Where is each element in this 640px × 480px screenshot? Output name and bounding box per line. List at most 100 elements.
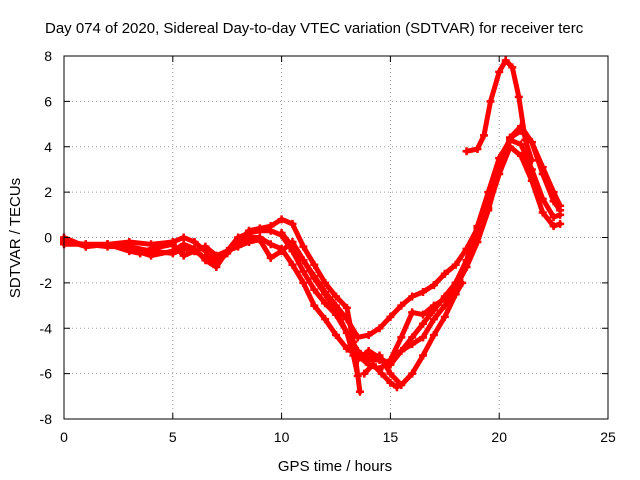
data-point — [419, 333, 428, 342]
data-point — [223, 247, 232, 256]
data-point — [429, 331, 438, 340]
data-point — [355, 387, 364, 396]
data-point — [310, 301, 319, 310]
data-point — [168, 247, 177, 256]
data-point — [556, 219, 565, 228]
data-point — [419, 351, 428, 360]
data-point — [506, 133, 515, 142]
data-point — [266, 222, 275, 231]
data-point — [429, 306, 438, 315]
data-point — [479, 131, 488, 140]
data-point — [212, 251, 221, 260]
data-point — [321, 287, 330, 296]
data-point — [353, 356, 362, 365]
chart-title: Day 074 of 2020, Sidereal Day-to-day VTE… — [45, 20, 584, 37]
data-point — [179, 233, 188, 242]
data-point — [125, 238, 134, 247]
y-tick-label: 6 — [44, 93, 52, 109]
data-point — [277, 215, 286, 224]
data-point — [321, 299, 330, 308]
y-tick-label: -8 — [40, 411, 53, 427]
data-point — [538, 163, 547, 172]
data-point — [310, 285, 319, 294]
x-tick-label: 0 — [60, 429, 68, 445]
series-line-9 — [464, 58, 535, 163]
data-point — [244, 238, 253, 247]
data-point — [255, 224, 264, 233]
data-point — [419, 310, 428, 319]
data-point — [408, 369, 417, 378]
data-point — [516, 140, 525, 149]
data-point — [310, 260, 319, 269]
data-point — [277, 247, 286, 256]
y-tick-label: -2 — [40, 275, 53, 291]
y-tick-label: 0 — [44, 230, 52, 246]
data-point — [451, 290, 460, 299]
data-point — [288, 242, 297, 251]
y-axis-label: SDTVAR / TECUs — [7, 178, 24, 298]
y-tick-label: -6 — [40, 366, 53, 382]
grid — [64, 56, 608, 419]
series-line-7 — [366, 280, 465, 388]
data-point — [168, 240, 177, 249]
data-point — [277, 228, 286, 237]
data-point — [419, 287, 428, 296]
data-point — [201, 242, 210, 251]
series-group — [60, 56, 565, 396]
data-point — [397, 380, 406, 389]
axis-ticks: 0 5 10 15 20 25 -8 -6 -4 -2 0 2 4 6 8 — [40, 48, 616, 445]
data-point — [514, 92, 523, 101]
data-point — [429, 281, 438, 290]
data-point — [103, 240, 112, 249]
data-point — [377, 369, 386, 378]
data-point — [342, 328, 351, 337]
data-point — [332, 301, 340, 310]
data-point — [462, 147, 471, 156]
data-point — [386, 378, 395, 387]
data-point — [495, 165, 504, 174]
x-tick-label: 20 — [491, 429, 507, 445]
data-point — [527, 165, 536, 174]
y-tick-label: 4 — [44, 139, 52, 155]
data-point — [342, 315, 351, 324]
data-point — [375, 324, 384, 333]
data-point — [408, 340, 417, 349]
data-point — [549, 222, 558, 231]
data-point — [299, 256, 308, 265]
x-tick-label: 10 — [274, 429, 290, 445]
data-point — [397, 346, 406, 355]
x-tick-label: 25 — [600, 429, 616, 445]
data-point — [473, 238, 482, 247]
x-axis-label: GPS time / hours — [278, 458, 392, 475]
data-point — [549, 213, 558, 222]
data-point — [364, 331, 373, 340]
data-point — [386, 312, 395, 321]
x-tick-label: 5 — [169, 429, 177, 445]
data-point — [429, 315, 438, 324]
data-point — [190, 238, 199, 247]
data-point — [212, 262, 221, 271]
data-point — [244, 226, 253, 235]
data-point — [266, 240, 275, 249]
data-point — [360, 369, 369, 378]
data-point — [364, 346, 373, 355]
data-point — [440, 312, 449, 321]
data-point — [201, 256, 210, 265]
y-tick-label: 8 — [44, 48, 52, 64]
data-point — [368, 360, 377, 369]
data-point — [527, 138, 536, 147]
data-point — [473, 145, 482, 154]
data-point — [392, 383, 401, 392]
data-point — [299, 267, 308, 276]
data-point — [386, 369, 395, 378]
data-point — [408, 308, 417, 317]
data-point — [147, 251, 156, 260]
data-point — [179, 240, 188, 249]
data-point — [462, 244, 471, 253]
data-point — [299, 278, 308, 287]
series-line-4 — [61, 137, 563, 368]
data-point — [353, 333, 362, 342]
data-point — [556, 201, 565, 210]
data-point — [440, 269, 449, 278]
